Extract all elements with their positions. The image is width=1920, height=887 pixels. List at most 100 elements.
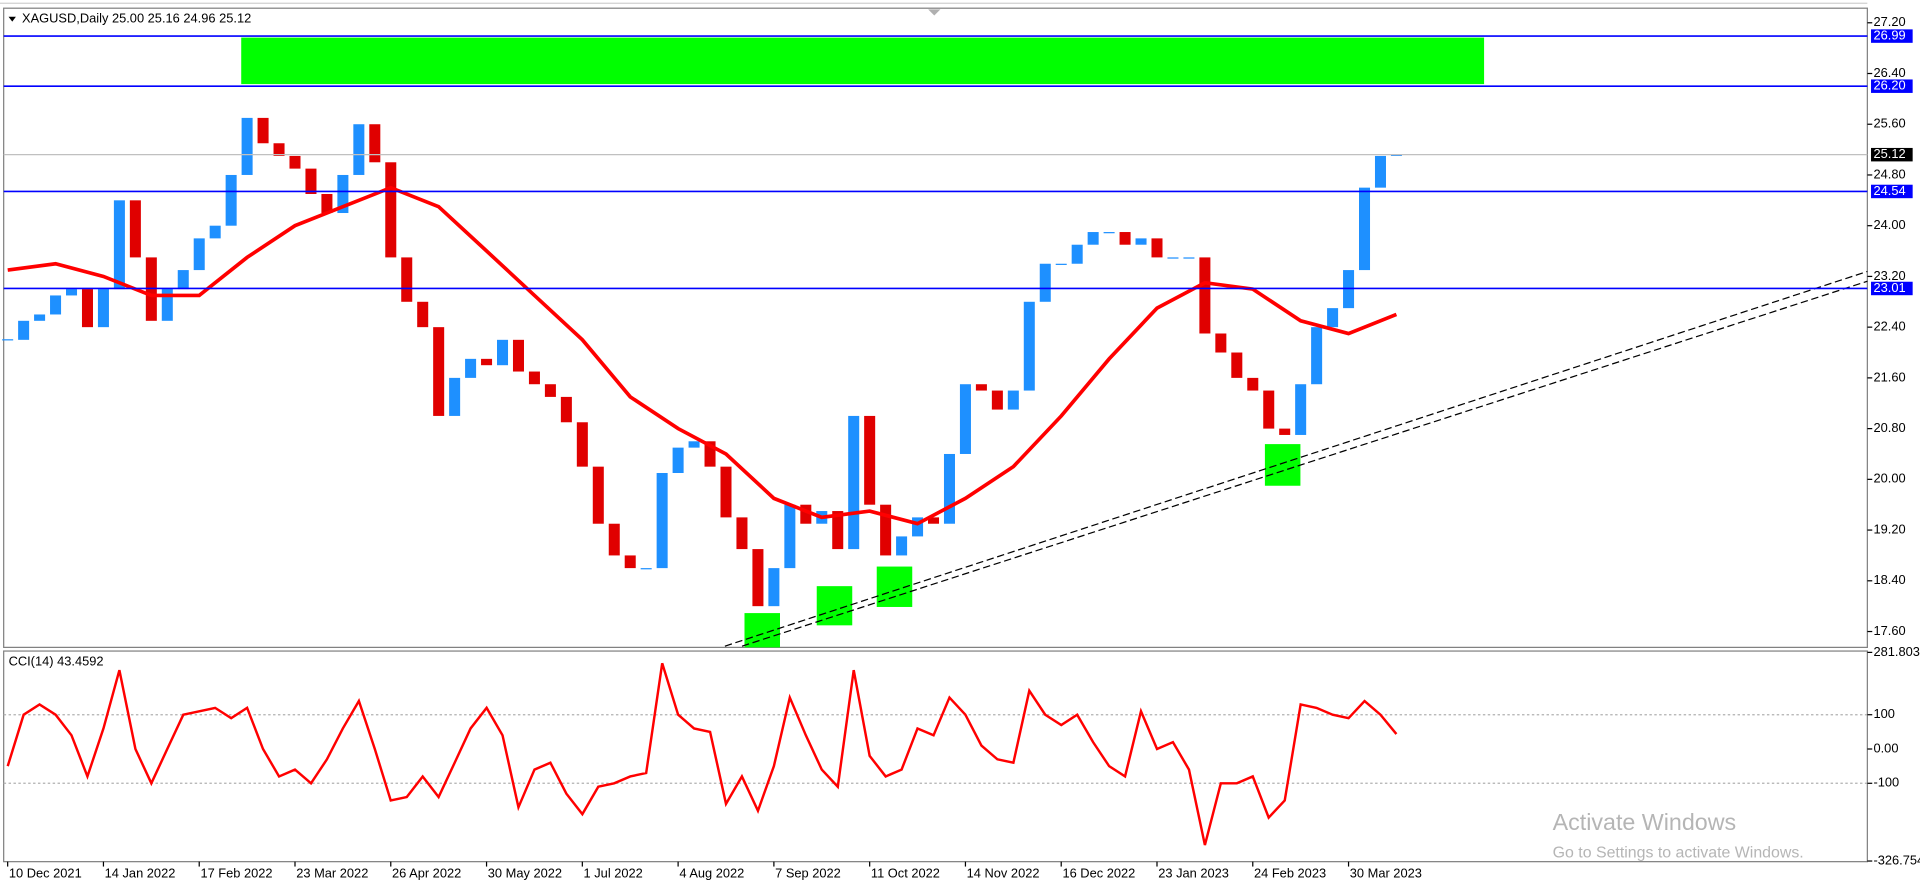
x-tick-label: 1 Jul 2022 [584,865,643,880]
y-tick-label: 22.40 [1873,319,1905,334]
x-tick-label: 17 Feb 2022 [200,865,272,880]
candle [369,124,381,163]
moving-average [7,185,1398,526]
level-box [1871,29,1913,43]
candle [991,390,1003,410]
candle [50,295,62,315]
candle [481,358,493,366]
resistance-zone [241,37,1485,85]
candle [193,238,205,271]
candle [81,289,93,328]
level-label: 24.54 [1873,183,1905,198]
y-tick-label: 17.60 [1873,623,1905,638]
watermark-subtitle: Go to Settings to activate Windows. [1553,844,1804,861]
candle [800,504,812,524]
candle [113,200,125,290]
candle [975,384,987,391]
candle [1390,154,1402,156]
candle [161,289,173,321]
level-box [1871,184,1913,199]
candle [1215,333,1227,353]
candle [912,517,924,537]
candle [896,536,908,556]
candle [129,200,141,258]
x-tick-label: 23 Mar 2022 [296,865,368,880]
x-tick-label: 7 Sep 2022 [775,865,841,880]
candle [1247,377,1259,391]
candle [832,511,844,550]
cci-panel [3,650,1868,863]
candle [1071,244,1083,264]
cci-header: CCI(14) 43.4592 [9,653,104,668]
candle [177,270,189,290]
x-tick-label: 24 Feb 2023 [1254,865,1326,880]
level-box [1871,281,1913,296]
candle [864,415,876,505]
y-tick-label: 21.60 [1873,369,1905,384]
candle [1295,384,1307,435]
menu-arrow [8,16,16,22]
candle [1327,308,1339,328]
y-tick-label: -100 [1873,775,1899,790]
candle [640,568,652,570]
candle [34,314,46,321]
candle [321,193,333,214]
candle [257,117,269,144]
candle [385,162,397,258]
candle [273,143,285,156]
candle [576,422,588,467]
candle [1231,352,1243,378]
candle [1135,238,1147,245]
candle [66,289,78,296]
candle [1183,257,1195,259]
candle [672,447,684,473]
level-label: 26.20 [1873,78,1905,93]
support-box [1264,444,1301,486]
y-tick-label: 24.80 [1873,166,1905,181]
trend-line [741,280,1868,647]
candle [720,466,732,518]
x-tick-label: 30 Mar 2023 [1350,865,1422,880]
current-price-box [1871,147,1913,162]
candle [736,517,748,550]
candle [656,472,668,569]
candle [225,174,237,226]
candle [305,168,317,194]
y-tick-label: 24.00 [1873,217,1905,232]
candle [608,523,620,556]
candle [768,568,780,607]
trend-line [724,270,1868,647]
candle [592,466,604,524]
candle [512,339,524,372]
candle [337,174,349,214]
y-tick-label: 25.60 [1873,116,1905,131]
y-tick-label: 20.00 [1873,471,1905,486]
candle [1007,390,1019,410]
x-tick-label: 10 Dec 2021 [9,865,82,880]
y-tick-label: 27.20 [1873,14,1905,29]
y-tick-label: -326.754 [1873,852,1920,867]
y-tick-label: 281.803 [1873,644,1919,659]
y-tick-label: 23.20 [1873,268,1905,283]
y-tick-label: 100 [1873,706,1894,721]
candle [624,555,636,569]
candle [1311,327,1323,385]
candle [928,517,940,524]
candle [449,377,461,416]
price-panel [3,7,1868,648]
y-tick-label: 20.80 [1873,420,1905,435]
candle [241,117,253,175]
candle [688,441,700,448]
candle [544,384,556,397]
candle [848,415,860,550]
support-box [744,613,780,648]
candle [959,384,971,454]
candle [417,301,429,328]
candle [1263,390,1275,429]
candle [1055,263,1067,265]
candle [433,327,445,416]
x-tick-label: 30 May 2022 [488,865,562,880]
y-tick-label: 19.20 [1873,521,1905,536]
